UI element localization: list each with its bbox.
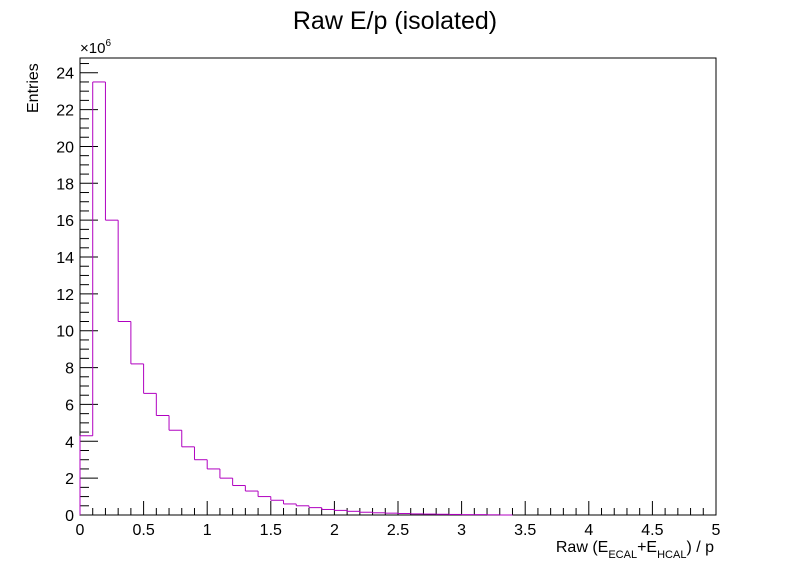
- y-tick-label: 4: [65, 434, 74, 451]
- y-tick-label: 18: [56, 176, 74, 193]
- y-tick-label: 6: [65, 397, 74, 414]
- y-multiplier-base: ×10: [80, 40, 105, 57]
- x-axis-ticks: [79, 501, 717, 515]
- plot-frame: [79, 57, 717, 516]
- x-tick-label: 4.5: [641, 522, 663, 539]
- histogram-bins: [79, 81, 513, 516]
- x-tick-label: 1.5: [260, 522, 282, 539]
- x-tick-label: 2: [330, 522, 339, 539]
- x-tick-label: 3: [457, 522, 466, 539]
- y-tick-label: 10: [56, 324, 74, 341]
- y-tick-label: 12: [56, 287, 74, 304]
- chart-title: Raw E/p (isolated): [293, 7, 497, 35]
- x-axis-title-sub-hcal: HCAL: [657, 549, 686, 561]
- y-tick-label: 22: [56, 103, 74, 120]
- y-tick-label: 24: [56, 66, 74, 83]
- x-axis-title-prefix: Raw (E: [556, 539, 608, 556]
- y-multiplier-exponent: 6: [105, 38, 111, 49]
- y-axis-title: Entries: [25, 63, 42, 113]
- y-axis-multiplier: ×106: [80, 38, 111, 57]
- y-tick-label: 8: [65, 361, 74, 378]
- y-tick-label: 2: [65, 471, 74, 488]
- y-tick-label: 16: [56, 213, 74, 230]
- x-tick-label: 3.5: [514, 522, 536, 539]
- x-axis-tick-labels: 0 0.5 1 1.5 2 2.5 3 3.5 4 4.5 5: [76, 522, 721, 539]
- x-axis-title-mid: +E: [637, 539, 657, 556]
- x-tick-label: 4: [584, 522, 593, 539]
- x-tick-label: 5: [712, 522, 721, 539]
- x-tick-label: 1: [203, 522, 212, 539]
- y-tick-label: 14: [56, 250, 74, 267]
- y-tick-label: 20: [56, 139, 74, 156]
- x-tick-label: 0: [76, 522, 85, 539]
- x-axis-title-suffix: ) / p: [686, 539, 714, 556]
- x-tick-label: 2.5: [387, 522, 409, 539]
- x-axis-title: Raw (EECAL+EHCAL) / p: [556, 539, 714, 561]
- x-axis-title-sub-ecal: ECAL: [608, 549, 637, 561]
- y-tick-label: 0: [65, 508, 74, 525]
- x-tick-label: 0.5: [132, 522, 154, 539]
- y-axis-ticks: [80, 63, 98, 516]
